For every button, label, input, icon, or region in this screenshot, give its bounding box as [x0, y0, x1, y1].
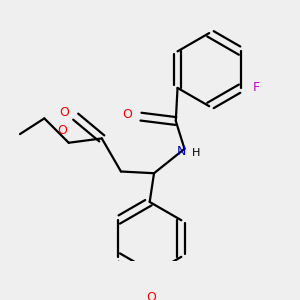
Text: O: O	[122, 108, 132, 122]
Text: O: O	[57, 124, 67, 137]
Text: F: F	[253, 81, 260, 94]
Text: O: O	[146, 291, 156, 300]
Text: N: N	[177, 145, 187, 158]
Text: H: H	[192, 148, 201, 158]
Text: O: O	[59, 106, 69, 119]
